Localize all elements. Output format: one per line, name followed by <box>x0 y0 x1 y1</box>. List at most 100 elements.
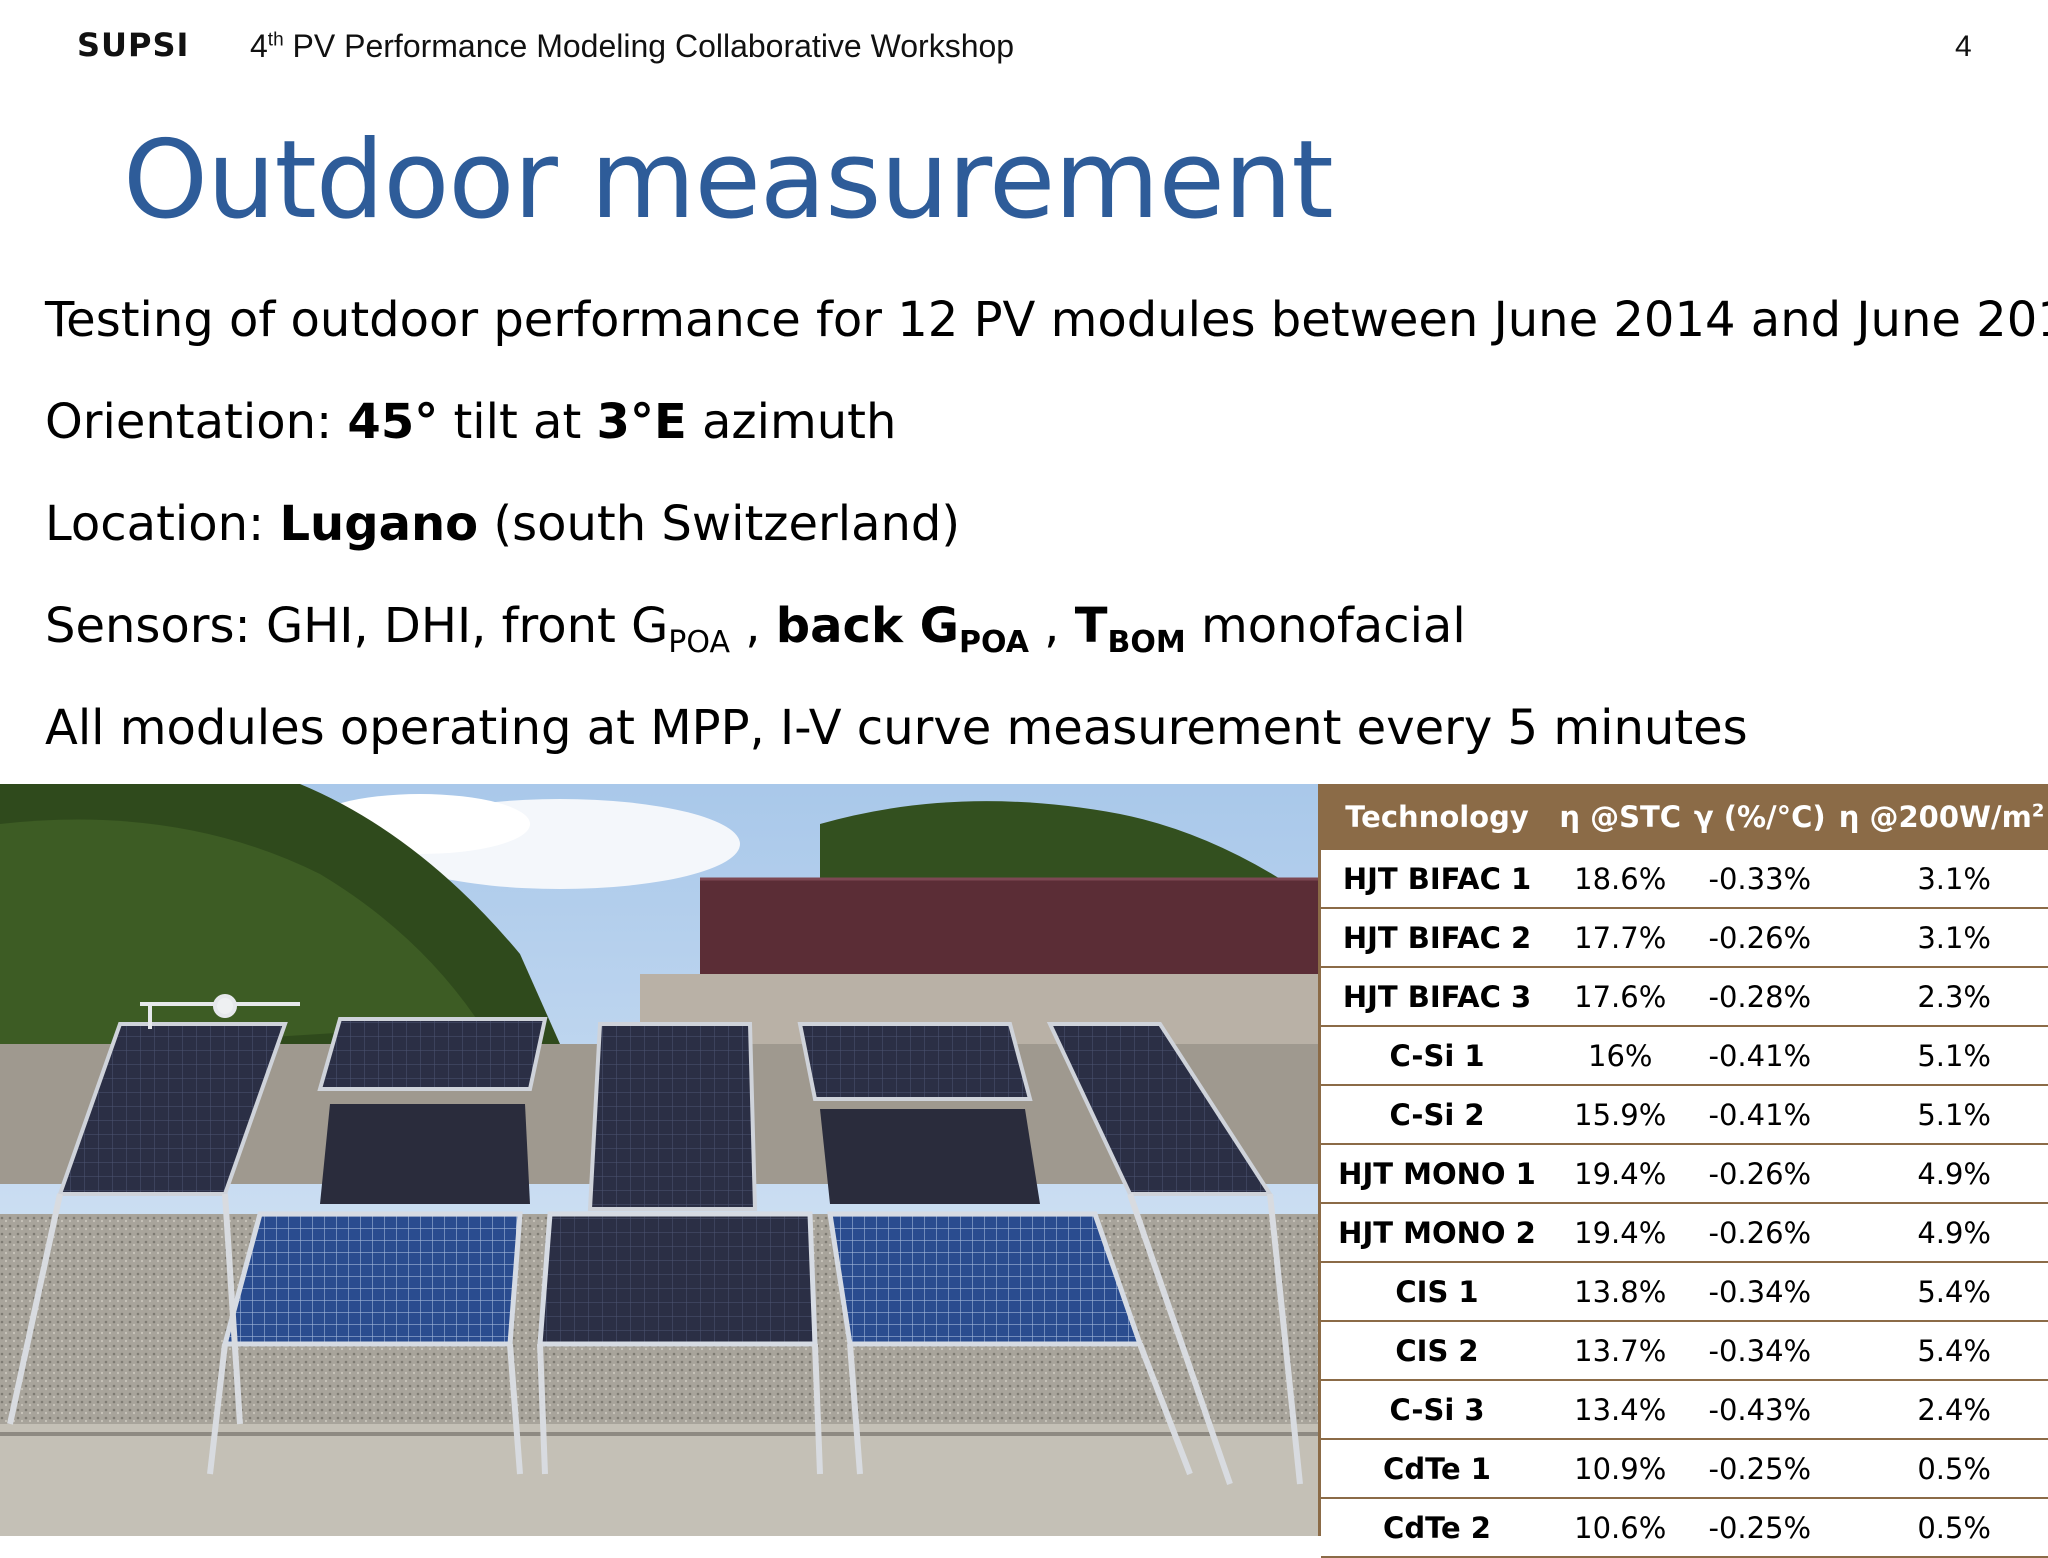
cell-eta-stc: 17.7% <box>1553 908 1688 968</box>
page-number: 4 <box>1955 30 1972 63</box>
cell-gamma: -0.26% <box>1687 1144 1833 1204</box>
location-city: Lugano <box>279 496 479 552</box>
cell-gamma: -0.41% <box>1687 1085 1833 1145</box>
performance-table: Technology η @STC γ (%/°C) η @200W/m2 HJ… <box>1321 784 2048 1558</box>
header-eta-200-sup: 2 <box>2031 800 2045 822</box>
cell-gamma: -0.26% <box>1687 1203 1833 1263</box>
cell-gamma: -0.33% <box>1687 850 1833 909</box>
table-header-row: Technology η @STC γ (%/°C) η @200W/m2 <box>1321 784 2048 850</box>
orientation-mid: tilt at <box>438 394 597 450</box>
cell-eta-stc: 19.4% <box>1553 1203 1688 1263</box>
cell-eta-stc: 18.6% <box>1553 850 1688 909</box>
slide-header: SUPSI 4th PV Performance Modeling Collab… <box>0 0 2048 90</box>
sensors-sub-bom: BOM <box>1107 625 1186 660</box>
cell-eta-200: 3.1% <box>1832 850 2048 909</box>
table-row: HJT BIFAC 3 17.6% -0.28% 2.3% <box>1321 967 2048 1027</box>
orientation-suffix: azimuth <box>686 394 897 450</box>
sensors-sub-poa-front: POA <box>668 625 730 660</box>
cell-eta-200: 3.1% <box>1832 908 2048 968</box>
table-row: CIS 2 13.7% -0.34% 5.4% <box>1321 1321 2048 1381</box>
header-eta-200-label: η @200W/m <box>1838 800 2032 834</box>
bullet-list: Testing of outdoor performance for 12 PV… <box>45 288 2048 798</box>
cell-technology: HJT BIFAC 3 <box>1321 967 1553 1027</box>
cell-gamma: -0.34% <box>1687 1321 1833 1381</box>
table-body: HJT BIFAC 1 18.6% -0.33% 3.1% HJT BIFAC 2 17… <box>1321 850 2048 1558</box>
cell-eta-200: 4.9% <box>1832 1203 2048 1263</box>
sensors-sub-poa-back: POA <box>959 625 1029 660</box>
bullet-location: Location: Lugano (south Switzerland) <box>45 492 2040 594</box>
supsi-logo: SUPSI <box>77 26 190 64</box>
table-row: C-Si 3 13.4% -0.43% 2.4% <box>1321 1380 2048 1440</box>
location-label: Location: <box>45 496 280 552</box>
cell-gamma: -0.26% <box>1687 908 1833 968</box>
cell-eta-stc: 13.4% <box>1553 1380 1688 1440</box>
table-row: CdTe 2 10.6% -0.25% 0.5% <box>1321 1498 2048 1558</box>
sensors-t: T <box>1074 598 1108 654</box>
cell-gamma: -0.25% <box>1687 1498 1833 1558</box>
cell-eta-200: 5.4% <box>1832 1321 2048 1381</box>
cell-eta-200: 5.1% <box>1832 1085 2048 1145</box>
cell-gamma: -0.25% <box>1687 1439 1833 1499</box>
workshop-name: PV Performance Modeling Collaborative Wo… <box>283 28 1015 64</box>
orientation-label: Orientation: <box>45 394 348 450</box>
cell-eta-200: 0.5% <box>1832 1498 2048 1558</box>
cell-eta-200: 5.1% <box>1832 1026 2048 1086</box>
bullet-orientation: Orientation: 45° tilt at 3°E azimuth <box>45 390 2040 492</box>
cell-gamma: -0.28% <box>1687 967 1833 1027</box>
cell-eta-200: 4.9% <box>1832 1144 2048 1204</box>
cell-technology: HJT BIFAC 1 <box>1321 850 1553 909</box>
module-performance-table: Technology η @STC γ (%/°C) η @200W/m2 HJ… <box>1318 784 2048 1558</box>
cell-technology: CdTe 2 <box>1321 1498 1553 1558</box>
table-row: C-Si 1 16% -0.41% 5.1% <box>1321 1026 2048 1086</box>
slide-title: Outdoor measurement <box>123 118 1334 243</box>
header-gamma: γ (%/°C) <box>1687 784 1833 850</box>
cell-eta-200: 0.5% <box>1832 1439 2048 1499</box>
location-suffix: (south Switzerland) <box>478 496 961 552</box>
table-row: HJT MONO 1 19.4% -0.26% 4.9% <box>1321 1144 2048 1204</box>
header-eta-200: η @200W/m2 <box>1832 784 2048 850</box>
header-technology: Technology <box>1321 784 1553 850</box>
cell-eta-200: 2.3% <box>1832 967 2048 1027</box>
cell-technology: CIS 1 <box>1321 1262 1553 1322</box>
workshop-ordinal-suffix: th <box>267 29 284 51</box>
cell-eta-stc: 10.6% <box>1553 1498 1688 1558</box>
cell-eta-stc: 17.6% <box>1553 967 1688 1027</box>
workshop-title: 4th PV Performance Modeling Collaborativ… <box>250 28 1014 65</box>
cell-gamma: -0.43% <box>1687 1380 1833 1440</box>
table-row: HJT MONO 2 19.4% -0.26% 4.9% <box>1321 1203 2048 1263</box>
table-row: CdTe 1 10.9% -0.25% 0.5% <box>1321 1439 2048 1499</box>
cell-eta-stc: 15.9% <box>1553 1085 1688 1145</box>
sensors-sep-2: , <box>1028 598 1075 654</box>
sensors-back-g: back G <box>775 598 960 654</box>
orientation-tilt: 45° <box>347 394 439 450</box>
cell-eta-stc: 19.4% <box>1553 1144 1688 1204</box>
cell-technology: CIS 2 <box>1321 1321 1553 1381</box>
table-row: HJT BIFAC 2 17.7% -0.26% 3.1% <box>1321 908 2048 968</box>
cell-gamma: -0.34% <box>1687 1262 1833 1322</box>
cell-technology: C-Si 2 <box>1321 1085 1553 1145</box>
table-row: HJT BIFAC 1 18.6% -0.33% 3.1% <box>1321 850 2048 909</box>
cell-technology: C-Si 1 <box>1321 1026 1553 1086</box>
cell-eta-200: 5.4% <box>1832 1262 2048 1322</box>
cell-technology: HJT MONO 1 <box>1321 1144 1553 1204</box>
cell-eta-stc: 13.8% <box>1553 1262 1688 1322</box>
cell-eta-stc: 16% <box>1553 1026 1688 1086</box>
cell-technology: C-Si 3 <box>1321 1380 1553 1440</box>
bullet-mpp: All modules operating at MPP, I-V curve … <box>45 700 1748 756</box>
sensors-suffix: monofacial <box>1185 598 1466 654</box>
cell-eta-200: 2.4% <box>1832 1380 2048 1440</box>
table-row: CIS 1 13.8% -0.34% 5.4% <box>1321 1262 2048 1322</box>
orientation-azimuth: 3°E <box>596 394 687 450</box>
header-eta-stc: η @STC <box>1553 784 1688 850</box>
pv-test-site-photo <box>0 784 1318 1536</box>
sensors-prefix: Sensors: GHI, DHI, front G <box>45 598 669 654</box>
cell-gamma: -0.41% <box>1687 1026 1833 1086</box>
cell-eta-stc: 13.7% <box>1553 1321 1688 1381</box>
table-row: C-Si 2 15.9% -0.41% 5.1% <box>1321 1085 2048 1145</box>
sensors-sep-1: , <box>730 598 776 654</box>
cell-technology: CdTe 1 <box>1321 1439 1553 1499</box>
cell-technology: HJT BIFAC 2 <box>1321 908 1553 968</box>
workshop-ordinal: 4 <box>250 28 268 64</box>
bullet-sensors: Sensors: GHI, DHI, front GPOA , back GPO… <box>45 594 2040 696</box>
cell-eta-stc: 10.9% <box>1553 1439 1688 1499</box>
